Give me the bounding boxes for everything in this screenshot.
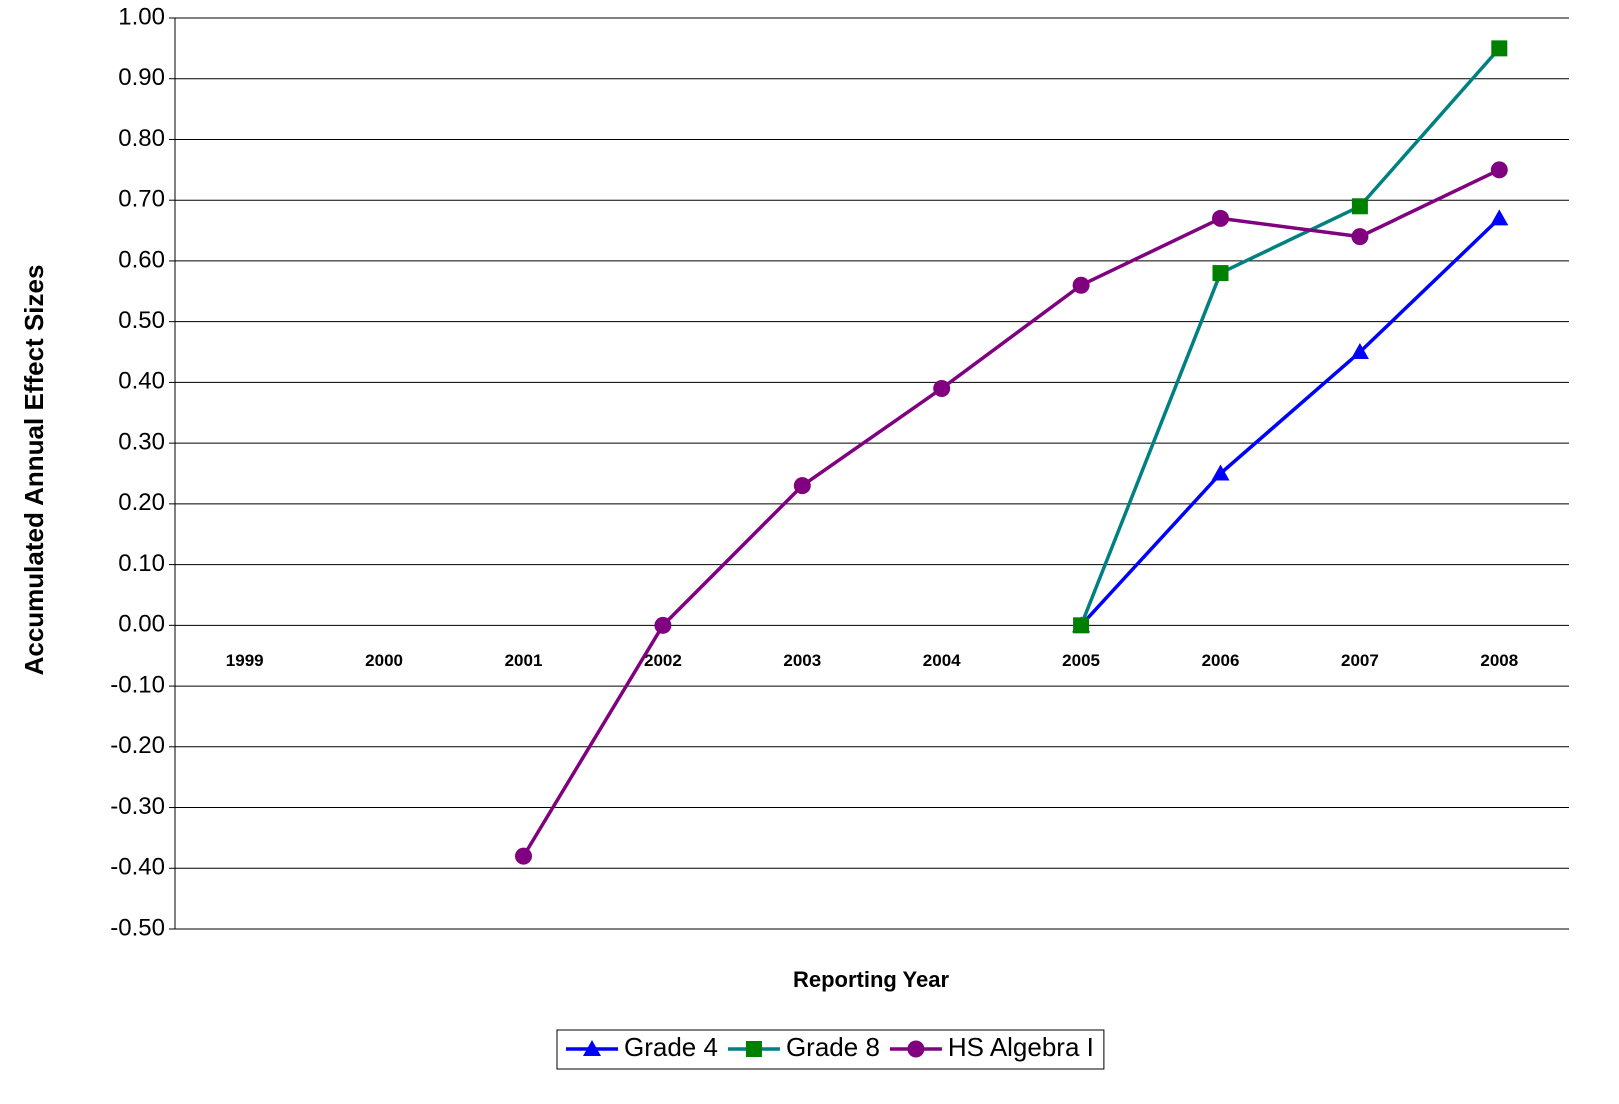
y-tick-label: -0.10 [110, 671, 165, 698]
x-tick-label: 1999 [226, 651, 264, 670]
marker [1212, 209, 1229, 227]
y-tick-label: -0.50 [110, 914, 165, 941]
marker [1212, 265, 1229, 282]
y-tick-label: 0.40 [118, 368, 165, 395]
marker [907, 1040, 925, 1058]
legend-item: Grade 8 [727, 1032, 880, 1062]
marker [1073, 617, 1090, 634]
y-tick-label: -0.40 [110, 854, 165, 881]
marker [1350, 343, 1369, 360]
x-tick-label: 2001 [505, 651, 543, 670]
legend-label: Grade 4 [624, 1032, 718, 1062]
legend-label: Grade 8 [786, 1032, 880, 1062]
x-tick-label: 2003 [783, 651, 821, 670]
x-tick-label: 2005 [1062, 651, 1100, 670]
x-tick-label: 2006 [1202, 651, 1240, 670]
y-tick-label: 0.70 [118, 186, 165, 213]
y-tick-label: 1.00 [118, 3, 165, 30]
marker [1072, 276, 1090, 294]
series-line [522, 168, 1501, 858]
y-tick-label: -0.30 [110, 793, 165, 820]
y-tick-label: 0.00 [118, 611, 165, 638]
x-tick-label: 2004 [923, 651, 961, 670]
x-tick-label: 2007 [1341, 651, 1379, 670]
y-tick-label: 0.30 [118, 428, 165, 455]
marker [1491, 40, 1508, 57]
x-tick-label: 2000 [365, 651, 403, 670]
y-tick-label: -0.20 [110, 732, 165, 759]
marker [1351, 198, 1368, 215]
marker [745, 1041, 762, 1057]
marker [793, 477, 811, 495]
marker [515, 847, 532, 865]
legend: Grade 4 Grade 8 HS Algebra I [556, 1029, 1105, 1070]
marker [583, 1040, 601, 1056]
marker [654, 616, 672, 634]
x-tick-label: 2002 [644, 651, 682, 670]
y-tick-label: 0.50 [118, 307, 165, 334]
marker [933, 379, 951, 397]
y-tick-label: 0.20 [118, 489, 165, 516]
marker [1211, 464, 1230, 481]
y-tick-label: 0.80 [118, 125, 165, 152]
legend-label: HS Algebra I [948, 1032, 1094, 1062]
x-tick-label: 2008 [1480, 651, 1518, 670]
series-line [1079, 217, 1501, 627]
y-tick-label: 0.10 [118, 550, 165, 577]
y-tick-label: 0.90 [118, 64, 165, 91]
marker [1490, 209, 1509, 226]
marker [1351, 228, 1369, 246]
legend-box [556, 1029, 1105, 1070]
y-tick-label: 0.60 [118, 246, 165, 273]
x-axis-title: Reporting Year [793, 967, 950, 992]
marker [1490, 161, 1508, 179]
series-line [1079, 47, 1501, 626]
legend-item: HS Algebra I [889, 1032, 1094, 1062]
legend-item: Grade 4 [566, 1032, 718, 1062]
y-axis-title: Accumulated Annual Effect Sizes [19, 265, 49, 676]
